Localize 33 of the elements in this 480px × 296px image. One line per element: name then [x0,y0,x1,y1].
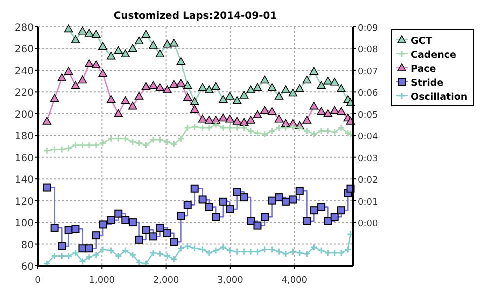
legend-label: Stride [411,78,444,89]
y-tick-label: 180 [14,132,34,143]
y2-tick-label: 0:00 [358,220,378,230]
y-tick-label: 80 [21,240,34,252]
y-tick-label: 120 [14,196,34,208]
y-tick-label: 220 [14,88,34,100]
x-tick-label: 3,000 [218,276,244,286]
x-tick-label: 2,000 [153,276,180,286]
x-tick-label: 4,000 [282,276,308,286]
y2-tick-label: 0:07 [358,67,378,78]
legend-label: Cadence [411,50,456,61]
y-tick-label: 140 [14,175,34,186]
chart-title: Customized Laps:2014-09-01 [114,11,278,22]
y-tick-label: 200 [14,110,34,121]
y2-tick-label: 0:05 [358,110,378,121]
legend-label: Pace [411,64,436,75]
y2-tick-label: 0:04 [358,132,378,143]
x-tick-label: 0 [35,276,42,286]
y-tick-label: 240 [14,66,34,78]
legend-label: Oscillation [411,92,468,103]
x-tick-label: 1,000 [89,276,116,286]
y-tick-label: 260 [14,44,34,56]
y-tick-label: 100 [14,218,34,230]
y2-tick-label: 0:02 [358,176,378,186]
y-tick-label: 280 [14,23,34,34]
y2-tick-label: 0:01 [358,198,378,208]
y2-tick-label: 0:08 [358,46,378,56]
y2-tick-label: 0:09 [358,24,378,34]
y-tick-label: 160 [14,153,34,164]
y-tick-label: 60 [21,262,34,273]
legend-label: GCT [411,36,433,47]
y2-tick-label: 0:03 [358,154,378,164]
y2-tick-label: 0:06 [358,89,378,100]
